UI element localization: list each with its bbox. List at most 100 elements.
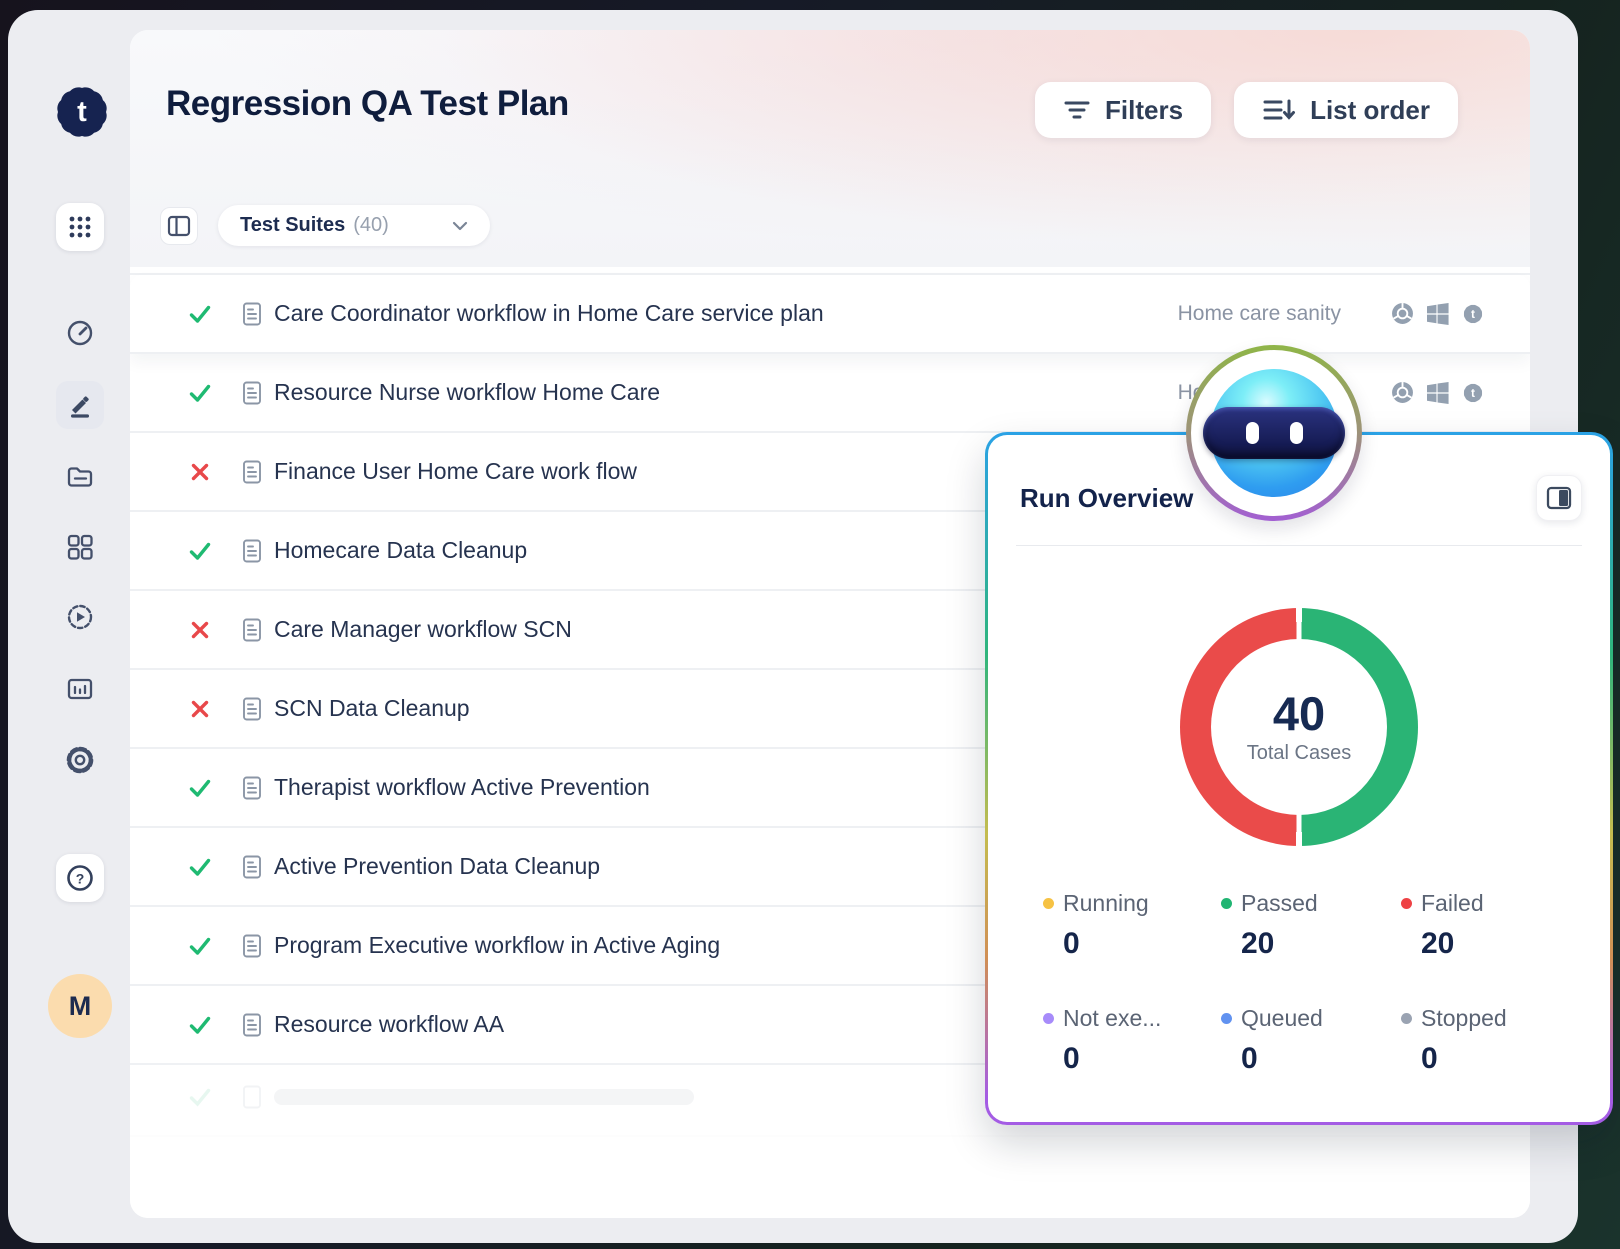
suite-title: Program Executive workflow in Active Agi… xyxy=(274,932,721,958)
ghost-document-icon xyxy=(240,1084,264,1110)
list-order-button[interactable]: List order xyxy=(1234,82,1458,138)
test-suite-row[interactable]: Care Coordinator workflow in Home Care s… xyxy=(130,275,1530,354)
donut-center: 40 Total Cases xyxy=(1211,639,1387,815)
pass-check-icon xyxy=(188,1013,212,1037)
legend-dot xyxy=(1221,1013,1232,1024)
suite-title: Homecare Data Cleanup xyxy=(274,537,528,563)
legend-label: Failed xyxy=(1421,890,1484,916)
suite-title: Finance User Home Care work flow xyxy=(274,458,638,484)
bot-mascot-avatar xyxy=(1186,345,1362,521)
run-overview-panel: Run Overview 40 Total Cases xyxy=(985,432,1613,1125)
donut-chart-wrap: 40 Total Cases xyxy=(988,608,1610,846)
legend-label: Not exe... xyxy=(1063,1005,1162,1031)
testsigma-agent-icon: t xyxy=(1462,302,1484,325)
sidebar-item-test-runs[interactable] xyxy=(56,593,104,641)
help-button[interactable]: ? xyxy=(56,854,104,902)
legend-dot xyxy=(1221,898,1232,909)
bot-eye-left xyxy=(1246,422,1259,444)
gauge-icon xyxy=(65,318,95,348)
sidebar: ? M xyxy=(8,10,130,1243)
filters-button[interactable]: Filters xyxy=(1035,82,1212,138)
help-glyph: ? xyxy=(76,870,85,886)
suite-title: Active Prevention Data Cleanup xyxy=(274,853,601,879)
bot-eye-right xyxy=(1290,422,1303,444)
legend-label: Passed xyxy=(1241,890,1318,916)
pass-check-icon xyxy=(188,302,212,326)
fail-x-icon xyxy=(188,618,212,642)
sidebar-item-settings[interactable] xyxy=(56,736,104,784)
sidebar-item-test-suites[interactable] xyxy=(56,523,104,571)
document-icon xyxy=(240,775,264,801)
donut-legend: Running 0 Passed 20 Failed xyxy=(988,890,1610,1076)
suite-tag-label: Home care sanity xyxy=(1177,301,1341,325)
list-order-label: List order xyxy=(1310,94,1430,125)
header-actions: Filters List order xyxy=(1035,82,1458,138)
document-icon xyxy=(240,459,264,485)
document-icon xyxy=(240,1012,264,1038)
pass-check-icon xyxy=(188,539,212,563)
legend-value: 20 xyxy=(1421,927,1455,960)
sidebar-item-test-development[interactable] xyxy=(56,381,104,429)
bar-chart-icon xyxy=(65,674,95,704)
filters-label: Filters xyxy=(1105,94,1184,125)
ghost-check-icon xyxy=(188,1085,212,1109)
folder-icon xyxy=(65,462,95,492)
page-title: Regression QA Test Plan xyxy=(166,84,569,123)
testsigma-agent-icon: t xyxy=(1462,381,1484,404)
legend-item: Queued 0 xyxy=(1221,1005,1401,1076)
pencil-icon xyxy=(65,390,95,420)
pass-check-icon xyxy=(188,855,212,879)
windows-icon xyxy=(1427,381,1449,404)
panel-divider xyxy=(1016,545,1582,546)
pass-check-icon xyxy=(188,381,212,405)
app-launcher-button[interactable] xyxy=(56,203,104,251)
legend-value: 0 xyxy=(1063,1042,1080,1075)
page-header: Regression QA Test Plan Filters xyxy=(130,30,1530,267)
total-cases-label: Total Cases xyxy=(1246,741,1352,764)
document-icon xyxy=(240,933,264,959)
user-avatar[interactable]: M xyxy=(48,974,112,1038)
sidebar-item-dashboard[interactable] xyxy=(56,309,104,357)
list-top-sliver xyxy=(130,267,1530,275)
legend-value: 0 xyxy=(1241,1042,1258,1075)
sidebar-item-elements[interactable] xyxy=(56,453,104,501)
suite-title: Therapist workflow Active Prevention xyxy=(274,774,650,800)
legend-dot xyxy=(1401,1013,1412,1024)
ghost-text-bar xyxy=(274,1088,694,1105)
side-panel-icon xyxy=(167,215,191,237)
total-cases-value: 40 xyxy=(1272,687,1326,741)
pass-check-icon xyxy=(188,934,212,958)
document-icon xyxy=(240,301,264,327)
fail-x-icon xyxy=(188,697,212,721)
run-overview-header: Run Overview xyxy=(1020,475,1582,521)
collapse-sidepanel-button[interactable] xyxy=(160,207,198,245)
legend-value: 20 xyxy=(1241,927,1275,960)
legend-dot xyxy=(1043,898,1054,909)
suite-title: Care Coordinator workflow in Home Care s… xyxy=(274,300,824,326)
panel-toggle-button[interactable] xyxy=(1536,475,1582,521)
sort-icon xyxy=(1262,97,1296,123)
legend-item: Passed 20 xyxy=(1221,890,1401,961)
bot-visor xyxy=(1203,407,1345,459)
legend-item: Stopped 0 xyxy=(1401,1005,1610,1076)
test-suites-dropdown[interactable]: Test Suites (40) xyxy=(218,205,490,246)
legend-label: Running xyxy=(1063,890,1149,916)
platform-icons: t xyxy=(1391,302,1484,325)
document-icon xyxy=(240,617,264,643)
sidebar-item-reports[interactable] xyxy=(56,665,104,713)
document-icon xyxy=(240,380,264,406)
donut-chart: 40 Total Cases xyxy=(1180,608,1418,846)
run-overview-title: Run Overview xyxy=(1020,482,1194,513)
platform-icons: t xyxy=(1391,381,1484,404)
suite-title: Resource Nurse workflow Home Care xyxy=(274,379,661,405)
legend-item: Not exe... 0 xyxy=(1043,1005,1221,1076)
chevron-down-icon xyxy=(452,221,468,231)
suite-meta: Home care sanity xyxy=(1178,302,1484,326)
suite-title: Resource workflow AA xyxy=(274,1011,505,1037)
panel-toggle-icon xyxy=(1546,486,1572,510)
legend-label: Stopped xyxy=(1421,1005,1507,1031)
dropdown-label: Test Suites xyxy=(240,214,346,236)
grid-dots-icon xyxy=(66,213,94,241)
testsigma-logo[interactable]: t xyxy=(53,83,111,144)
